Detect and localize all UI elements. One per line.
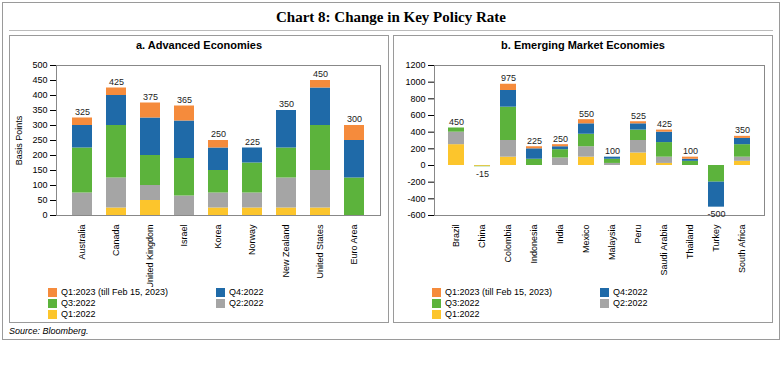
svg-text:United States: United States [315,224,325,279]
svg-text:250: 250 [32,135,47,145]
svg-text:450: 450 [32,75,47,85]
svg-text:0: 0 [42,210,47,220]
svg-text:250: 250 [211,129,226,139]
svg-text:0: 0 [420,160,425,170]
svg-text:250: 250 [553,134,568,144]
svg-text:Mexico: Mexico [581,225,591,254]
svg-text:-200: -200 [407,177,425,187]
svg-text:400: 400 [410,127,425,137]
html-text:Q2:2022: Q2:2022 [229,298,264,308]
svg-text:350: 350 [32,105,47,115]
svg-text:-400: -400 [407,194,425,204]
svg-text:350: 350 [279,99,294,109]
svg-text:1000: 1000 [405,77,425,87]
svg-text:450: 450 [313,69,328,79]
svg-text:300: 300 [347,114,362,124]
svg-text:United Kingdom: United Kingdom [145,225,155,288]
html-text:a. Advanced Economies: a. Advanced Economies [135,39,263,51]
svg-text:Brazil: Brazil [451,225,461,248]
html-text:Q2:2022: Q2:2022 [613,298,648,308]
svg-text:Basis Points: Basis Points [14,115,24,165]
html-text:b. Emerging Market Economies: b. Emerging Market Economies [501,39,665,51]
svg-text:Canada: Canada [111,225,121,257]
svg-text:100: 100 [32,180,47,190]
svg-text:975: 975 [501,73,516,83]
svg-text:100: 100 [605,146,620,156]
svg-text:425: 425 [109,77,124,87]
html-text:Q1:2023 (till Feb 15, 2023): Q1:2023 (till Feb 15, 2023) [61,287,169,297]
svg-text:New Zealand: New Zealand [281,225,291,278]
svg-text:300: 300 [32,120,47,130]
svg-text:450: 450 [449,117,464,127]
svg-text:600: 600 [410,110,425,120]
html-text:Q4:2022: Q4:2022 [613,287,648,297]
svg-text:150: 150 [32,165,47,175]
svg-text:800: 800 [410,94,425,104]
html-text:Q4:2022: Q4:2022 [229,287,264,297]
svg-text:500: 500 [32,60,47,70]
html-text:Source: Bloomberg.: Source: Bloomberg. [9,326,89,336]
svg-text:200: 200 [410,144,425,154]
svg-text:South Africa: South Africa [737,225,747,274]
svg-text:425: 425 [657,119,672,129]
html-text:Q3:2022: Q3:2022 [61,298,96,308]
svg-text:Colombia: Colombia [503,225,513,263]
svg-text:400: 400 [32,90,47,100]
svg-text:-600: -600 [407,210,425,220]
svg-text:50: 50 [37,195,47,205]
svg-text:100: 100 [683,146,698,156]
svg-text:Euro Area: Euro Area [349,225,359,265]
html-text:Chart 8: Change in Key Policy: Chart 8: Change in Key Policy Rate [276,9,506,25]
svg-text:Indonesia: Indonesia [529,225,539,264]
svg-text:China: China [477,225,487,249]
html-text:Q1:2022: Q1:2022 [61,309,96,319]
svg-text:1200: 1200 [405,60,425,70]
svg-text:Malaysia: Malaysia [607,225,617,261]
svg-text:550: 550 [579,109,594,119]
svg-text:Israel: Israel [179,225,189,247]
svg-text:Korea: Korea [213,225,223,249]
svg-text:225: 225 [527,136,542,146]
svg-text:325: 325 [75,107,90,117]
svg-text:-15: -15 [476,169,489,179]
svg-text:Saudi Arabia: Saudi Arabia [659,225,669,276]
svg-text:365: 365 [177,95,192,105]
svg-text:525: 525 [631,111,646,121]
svg-text:200: 200 [32,150,47,160]
svg-text:375: 375 [143,92,158,102]
html-text:Q1:2023 (till Feb 15, 2023): Q1:2023 (till Feb 15, 2023) [445,287,553,297]
svg-text:Turkey: Turkey [711,224,721,252]
svg-text:350: 350 [735,125,750,135]
html-text:Q1:2022: Q1:2022 [445,309,480,319]
svg-text:India: India [555,225,565,245]
svg-text:-500: -500 [707,209,725,219]
svg-text:Australia: Australia [77,225,87,260]
svg-text:225: 225 [245,137,260,147]
svg-text:Peru: Peru [633,225,643,244]
svg-text:Thailand: Thailand [685,225,695,260]
html-text:Q3:2022: Q3:2022 [445,298,480,308]
svg-text:Norway: Norway [247,224,257,255]
